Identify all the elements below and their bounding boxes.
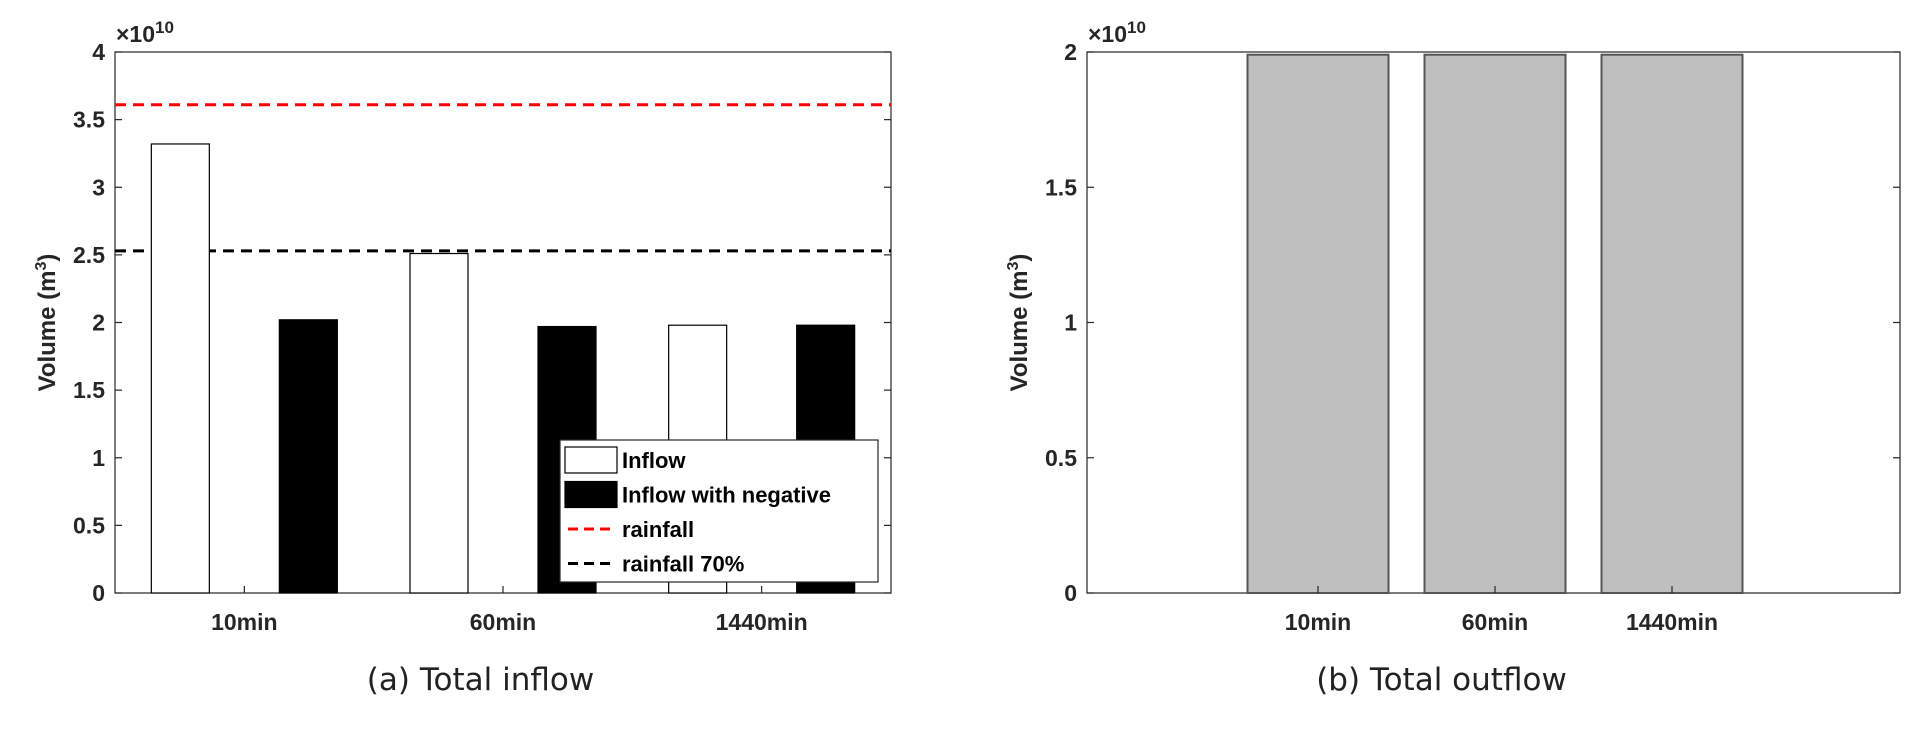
outflow-ylabel-close: ) xyxy=(1006,254,1033,262)
inflow-ytick-label: 4 xyxy=(92,39,105,65)
legend-inflow-swatch xyxy=(564,446,618,474)
legend-inflow-negative-label: Inflow with negative xyxy=(622,483,831,508)
inflow-ytick-label: 3 xyxy=(92,174,105,200)
inflow-ytick-label: 0 xyxy=(92,580,105,606)
outflow-bar-60min xyxy=(1423,53,1567,594)
legend-inflow-negative-swatch xyxy=(564,480,618,509)
outflow-ytick-label: 1 xyxy=(1064,310,1077,336)
inflow-ytick-label: 1.5 xyxy=(73,377,105,403)
outflow-ylabel-superscript: 3 xyxy=(1005,262,1022,271)
inflow-xtick-label: 60min xyxy=(470,609,536,635)
legend-inflow-label: Inflow xyxy=(622,448,686,473)
outflow-exponent-power: 10 xyxy=(1127,18,1146,37)
inflow-exponent-label: ×1010 xyxy=(116,18,174,47)
inflow-bar-60min xyxy=(409,252,469,594)
inflow-ytick-label: 2.5 xyxy=(73,242,105,268)
outflow-ylabel-text: Volume (m xyxy=(1006,271,1033,392)
inflow-chart-caption: (a) Total inflow xyxy=(366,662,595,698)
inflow-ytick-label: 1 xyxy=(92,445,105,471)
inflow-exponent-power: 10 xyxy=(155,18,174,37)
inflow-ytick-label: 0.5 xyxy=(73,512,105,538)
inflow-ylabel-superscript: 3 xyxy=(33,262,50,271)
outflow-ylabel: Volume (m3) xyxy=(1005,254,1033,392)
inflow-ytick-label: 3.5 xyxy=(73,107,105,133)
inflow-ylabel-close: ) xyxy=(34,254,61,262)
outflow-ytick-label: 0 xyxy=(1064,580,1077,606)
outflow-chart: 0 0.5 1 1.5 2 ×1010 Volume (m3) 10min 60min 1440m… xyxy=(1005,18,1901,635)
legend-rainfall-label: rainfall xyxy=(622,517,694,542)
outflow-ytick-label: 1.5 xyxy=(1045,174,1077,200)
outflow-chart-caption: (b) Total outflow xyxy=(1316,662,1567,698)
outflow-bar-10min xyxy=(1246,53,1390,594)
outflow-xtick-label: 10min xyxy=(1285,609,1351,635)
inflow-ylabel-text: Volume (m xyxy=(34,271,61,392)
outflow-chart-panel: 0 0.5 1 1.5 2 ×1010 Volume (m3) 10min 60min 1440m… xyxy=(961,0,1922,730)
outflow-xtick-label: 1440min xyxy=(1626,609,1718,635)
inflow-xtick-label: 10min xyxy=(211,609,277,635)
outflow-ytick-label: 2 xyxy=(1064,39,1077,65)
inflow-xtick-label: 1440min xyxy=(716,609,808,635)
outflow-bar-1440min xyxy=(1600,53,1744,594)
outflow-exponent-label: ×1010 xyxy=(1088,18,1146,47)
inflow-chart-panel: 0 0.5 1 1.5 2 2.5 3 3.5 4 ×1010 Volume (m3) 10min 60… xyxy=(33,18,892,698)
inflow-bar-10min xyxy=(150,143,210,594)
inflow-exponent-base: ×10 xyxy=(116,21,155,47)
outflow-xtick-label: 60min xyxy=(1462,609,1528,635)
inflow-ylabel: Volume (m3) xyxy=(33,254,61,392)
legend-rainfall-70-label: rainfall 70% xyxy=(622,552,744,577)
inflow-ytick-label: 2 xyxy=(92,310,105,336)
inflow-with-negative-bar-10min xyxy=(278,319,338,594)
outflow-exponent-base: ×10 xyxy=(1088,21,1127,47)
outflow-ytick-label: 0.5 xyxy=(1045,445,1077,471)
